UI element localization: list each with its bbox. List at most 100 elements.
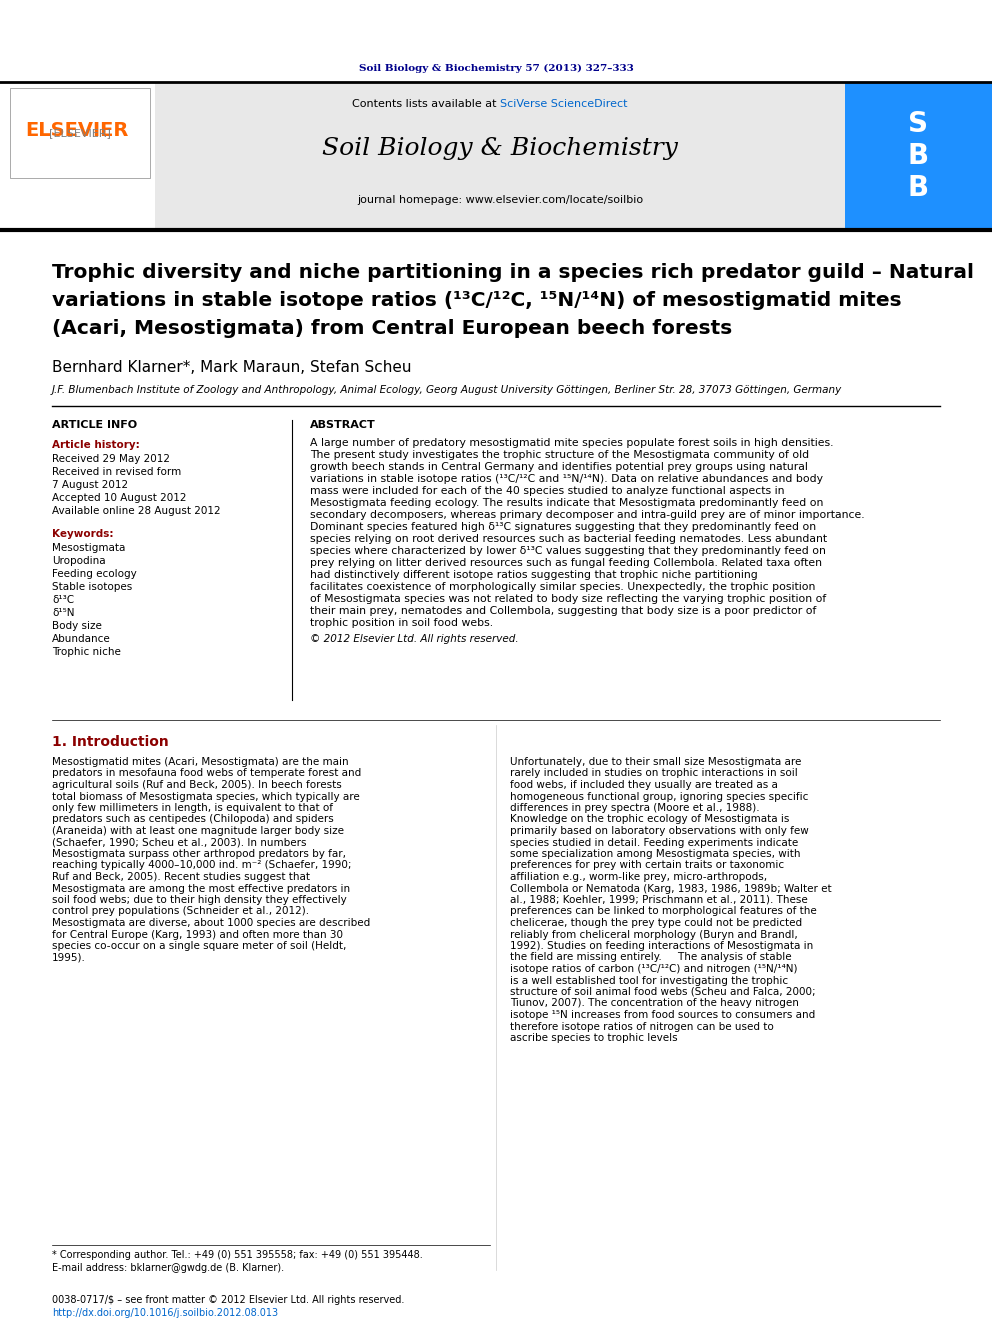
Text: Mesostigmata are diverse, about 1000 species are described: Mesostigmata are diverse, about 1000 spe… <box>52 918 370 927</box>
Text: Bernhard Klarner*, Mark Maraun, Stefan Scheu: Bernhard Klarner*, Mark Maraun, Stefan S… <box>52 360 412 374</box>
Text: some specialization among Mesostigmata species, with: some specialization among Mesostigmata s… <box>510 849 801 859</box>
Text: Mesostigmata feeding ecology. The results indicate that Mesostigmata predominant: Mesostigmata feeding ecology. The result… <box>310 497 823 508</box>
Text: Soil Biology & Biochemistry 57 (2013) 327–333: Soil Biology & Biochemistry 57 (2013) 32… <box>359 64 633 73</box>
Text: Mesostigmata: Mesostigmata <box>52 542 125 553</box>
Text: Dominant species featured high δ¹³C signatures suggesting that they predominantl: Dominant species featured high δ¹³C sign… <box>310 523 816 532</box>
Text: Uropodina: Uropodina <box>52 556 105 566</box>
Text: ELSEVIER: ELSEVIER <box>26 120 129 139</box>
Text: Contents lists available at: Contents lists available at <box>352 99 500 108</box>
Text: Mesostigmatid mites (Acari, Mesostigmata) are the main: Mesostigmatid mites (Acari, Mesostigmata… <box>52 757 348 767</box>
Text: predators such as centipedes (Chilopoda) and spiders: predators such as centipedes (Chilopoda)… <box>52 815 333 824</box>
Text: A large number of predatory mesostigmatid mite species populate forest soils in : A large number of predatory mesostigmati… <box>310 438 833 448</box>
Text: Soil Biology & Biochemistry: Soil Biology & Biochemistry <box>322 136 678 160</box>
Text: preferences can be linked to morphological features of the: preferences can be linked to morphologic… <box>510 906 816 917</box>
Bar <box>0 82 992 230</box>
Text: rarely included in studies on trophic interactions in soil: rarely included in studies on trophic in… <box>510 769 798 778</box>
Text: Ruf and Beck, 2005). Recent studies suggest that: Ruf and Beck, 2005). Recent studies sugg… <box>52 872 310 882</box>
Text: Received in revised form: Received in revised form <box>52 467 182 478</box>
Text: Article history:: Article history: <box>52 441 140 450</box>
Text: Unfortunately, due to their small size Mesostigmata are: Unfortunately, due to their small size M… <box>510 757 802 767</box>
Text: J.F. Blumenbach Institute of Zoology and Anthropology, Animal Ecology, Georg Aug: J.F. Blumenbach Institute of Zoology and… <box>52 385 842 396</box>
Text: secondary decomposers, whereas primary decomposer and intra-guild prey are of mi: secondary decomposers, whereas primary d… <box>310 509 865 520</box>
Text: 1995).: 1995). <box>52 953 86 963</box>
Text: total biomass of Mesostigmata species, which typically are: total biomass of Mesostigmata species, w… <box>52 791 360 802</box>
Text: variations in stable isotope ratios (¹³C/¹²C and ¹⁵N/¹⁴N). Data on relative abun: variations in stable isotope ratios (¹³C… <box>310 474 823 484</box>
Text: http://dx.doi.org/10.1016/j.soilbio.2012.08.013: http://dx.doi.org/10.1016/j.soilbio.2012… <box>52 1308 278 1318</box>
Text: Abundance: Abundance <box>52 634 111 644</box>
Text: ABSTRACT: ABSTRACT <box>310 419 376 430</box>
Text: © 2012 Elsevier Ltd. All rights reserved.: © 2012 Elsevier Ltd. All rights reserved… <box>310 634 519 644</box>
Text: 7 August 2012: 7 August 2012 <box>52 480 128 490</box>
Text: Body size: Body size <box>52 620 102 631</box>
Text: Trophic niche: Trophic niche <box>52 647 121 658</box>
Text: affiliation e.g., worm-like prey, micro-arthropods,: affiliation e.g., worm-like prey, micro-… <box>510 872 767 882</box>
Text: their main prey, nematodes and Collembola, suggesting that body size is a poor p: their main prey, nematodes and Collembol… <box>310 606 816 617</box>
Text: 1. Introduction: 1. Introduction <box>52 736 169 749</box>
Text: only few millimeters in length, is equivalent to that of: only few millimeters in length, is equiv… <box>52 803 333 814</box>
Text: agricultural soils (Ruf and Beck, 2005). In beech forests: agricultural soils (Ruf and Beck, 2005).… <box>52 781 342 790</box>
Text: Collembola or Nematoda (Karg, 1983, 1986, 1989b; Walter et: Collembola or Nematoda (Karg, 1983, 1986… <box>510 884 831 893</box>
Text: species where characterized by lower δ¹³C values suggesting that they predominan: species where characterized by lower δ¹³… <box>310 546 826 556</box>
Text: (Acari, Mesostigmata) from Central European beech forests: (Acari, Mesostigmata) from Central Europ… <box>52 319 732 337</box>
Text: is a well established tool for investigating the trophic: is a well established tool for investiga… <box>510 975 788 986</box>
Text: ARTICLE INFO: ARTICLE INFO <box>52 419 137 430</box>
Text: Knowledge on the trophic ecology of Mesostigmata is: Knowledge on the trophic ecology of Meso… <box>510 815 790 824</box>
Text: (Schaefer, 1990; Scheu et al., 2003). In numbers: (Schaefer, 1990; Scheu et al., 2003). In… <box>52 837 307 848</box>
Text: reliably from cheliceral morphology (Buryn and Brandl,: reliably from cheliceral morphology (Bur… <box>510 930 798 939</box>
Text: [ELSEVIER]: [ELSEVIER] <box>49 128 111 138</box>
Text: species co-occur on a single square meter of soil (Heldt,: species co-occur on a single square mete… <box>52 941 346 951</box>
Text: isotope ratios of carbon (¹³C/¹²C) and nitrogen (¹⁵N/¹⁴N): isotope ratios of carbon (¹³C/¹²C) and n… <box>510 964 798 974</box>
Text: mass were included for each of the 40 species studied to analyze functional aspe: mass were included for each of the 40 sp… <box>310 486 785 496</box>
Bar <box>10 89 150 179</box>
Text: * Corresponding author. Tel.: +49 (0) 551 395558; fax: +49 (0) 551 395448.: * Corresponding author. Tel.: +49 (0) 55… <box>52 1250 423 1259</box>
Text: Stable isotopes: Stable isotopes <box>52 582 132 591</box>
Text: variations in stable isotope ratios (¹³C/¹²C, ¹⁵N/¹⁴N) of mesostigmatid mites: variations in stable isotope ratios (¹³C… <box>52 291 902 310</box>
Text: Keywords:: Keywords: <box>52 529 113 538</box>
Text: Received 29 May 2012: Received 29 May 2012 <box>52 454 170 464</box>
Text: trophic position in soil food webs.: trophic position in soil food webs. <box>310 618 493 628</box>
Text: growth beech stands in Central Germany and identifies potential prey groups usin: growth beech stands in Central Germany a… <box>310 462 807 472</box>
Text: prey relying on litter derived resources such as fungal feeding Collembola. Rela: prey relying on litter derived resources… <box>310 558 822 568</box>
Text: control prey populations (Schneider et al., 2012).: control prey populations (Schneider et a… <box>52 906 310 917</box>
Text: therefore isotope ratios of nitrogen can be used to: therefore isotope ratios of nitrogen can… <box>510 1021 774 1032</box>
Text: differences in prey spectra (Moore et al., 1988).: differences in prey spectra (Moore et al… <box>510 803 760 814</box>
Text: SciVerse ScienceDirect: SciVerse ScienceDirect <box>500 99 628 108</box>
Text: al., 1988; Koehler, 1999; Prischmann et al., 2011). These: al., 1988; Koehler, 1999; Prischmann et … <box>510 894 807 905</box>
Text: homogeneous functional group, ignoring species specific: homogeneous functional group, ignoring s… <box>510 791 808 802</box>
Text: species studied in detail. Feeding experiments indicate: species studied in detail. Feeding exper… <box>510 837 799 848</box>
Bar <box>155 82 845 230</box>
Text: The present study investigates the trophic structure of the Mesostigmata communi: The present study investigates the troph… <box>310 450 809 460</box>
Text: Accepted 10 August 2012: Accepted 10 August 2012 <box>52 493 186 503</box>
Text: (Araneida) with at least one magnitude larger body size: (Araneida) with at least one magnitude l… <box>52 826 344 836</box>
Text: had distinctively different isotope ratios suggesting that trophic niche partiti: had distinctively different isotope rati… <box>310 570 758 579</box>
Text: predators in mesofauna food webs of temperate forest and: predators in mesofauna food webs of temp… <box>52 769 361 778</box>
Text: food webs, if included they usually are treated as a: food webs, if included they usually are … <box>510 781 778 790</box>
Text: isotope ¹⁵N increases from food sources to consumers and: isotope ¹⁵N increases from food sources … <box>510 1009 815 1020</box>
Text: primarily based on laboratory observations with only few: primarily based on laboratory observatio… <box>510 826 808 836</box>
Text: Mesostigmata surpass other arthropod predators by far,: Mesostigmata surpass other arthropod pre… <box>52 849 346 859</box>
Text: soil food webs; due to their high density they effectively: soil food webs; due to their high densit… <box>52 894 347 905</box>
Text: Feeding ecology: Feeding ecology <box>52 569 137 579</box>
Text: δ¹⁵N: δ¹⁵N <box>52 609 74 618</box>
Text: 1992). Studies on feeding interactions of Mesostigmata in: 1992). Studies on feeding interactions o… <box>510 941 813 951</box>
Text: E-mail address: bklarner@gwdg.de (B. Klarner).: E-mail address: bklarner@gwdg.de (B. Kla… <box>52 1263 284 1273</box>
Text: chelicerae, though the prey type could not be predicted: chelicerae, though the prey type could n… <box>510 918 803 927</box>
Text: reaching typically 4000–10,000 ind. m⁻² (Schaefer, 1990;: reaching typically 4000–10,000 ind. m⁻² … <box>52 860 351 871</box>
Text: Available online 28 August 2012: Available online 28 August 2012 <box>52 505 220 516</box>
Text: for Central Europe (Karg, 1993) and often more than 30: for Central Europe (Karg, 1993) and ofte… <box>52 930 343 939</box>
Text: species relying on root derived resources such as bacterial feeding nematodes. L: species relying on root derived resource… <box>310 534 827 544</box>
Text: Mesostigmata are among the most effective predators in: Mesostigmata are among the most effectiv… <box>52 884 350 893</box>
Text: S
B
B: S B B <box>908 110 929 202</box>
Text: the field are missing entirely.     The analysis of stable: the field are missing entirely. The anal… <box>510 953 792 963</box>
Text: Trophic diversity and niche partitioning in a species rich predator guild – Natu: Trophic diversity and niche partitioning… <box>52 262 974 282</box>
Text: of Mesostigmata species was not related to body size reflecting the varying trop: of Mesostigmata species was not related … <box>310 594 826 605</box>
Text: structure of soil animal food webs (Scheu and Falca, 2000;: structure of soil animal food webs (Sche… <box>510 987 815 998</box>
Bar <box>845 82 992 230</box>
Text: 0038-0717/$ – see front matter © 2012 Elsevier Ltd. All rights reserved.: 0038-0717/$ – see front matter © 2012 El… <box>52 1295 405 1304</box>
Text: δ¹³C: δ¹³C <box>52 595 74 605</box>
Text: journal homepage: www.elsevier.com/locate/soilbio: journal homepage: www.elsevier.com/locat… <box>357 194 643 205</box>
Bar <box>0 82 155 230</box>
Text: ascribe species to trophic levels: ascribe species to trophic levels <box>510 1033 678 1043</box>
Text: Tiunov, 2007). The concentration of the heavy nitrogen: Tiunov, 2007). The concentration of the … <box>510 999 799 1008</box>
Text: preferences for prey with certain traits or taxonomic: preferences for prey with certain traits… <box>510 860 784 871</box>
